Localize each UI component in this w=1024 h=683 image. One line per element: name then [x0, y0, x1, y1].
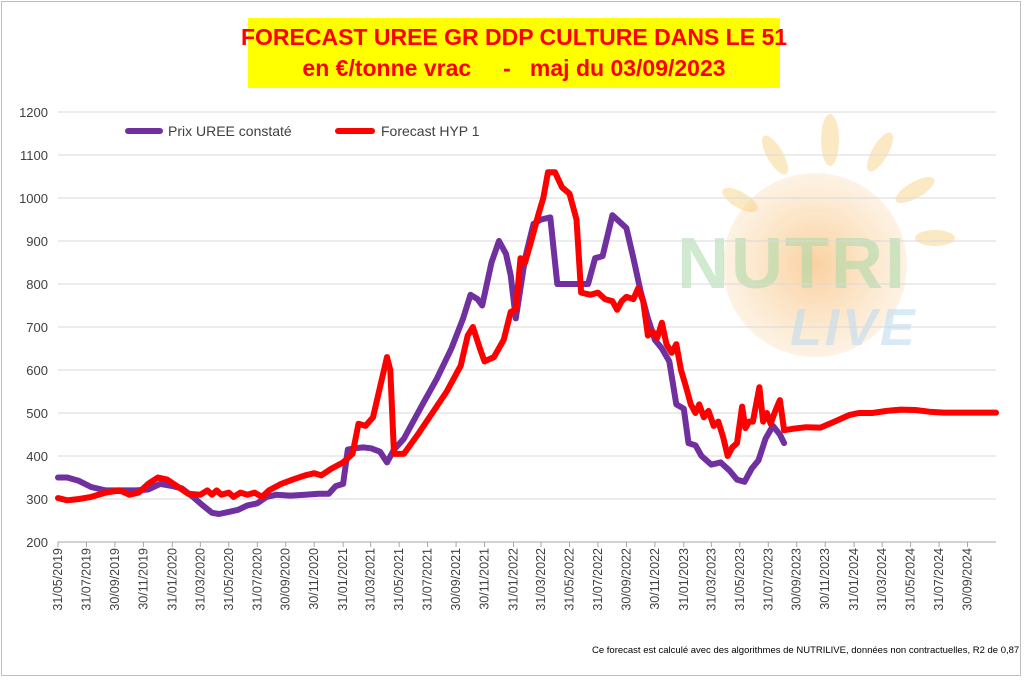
y-tick-label: 1000 — [19, 191, 48, 206]
x-tick-label: 30/11/2020 — [307, 548, 321, 610]
x-tick-label: 31/01/2024 — [847, 548, 861, 611]
chart-title-box: FORECAST UREE GR DDP CULTURE DANS LE 51 … — [241, 18, 787, 88]
y-axis-ticks: 200 300 400 500 600 700 800 900 1000 1100 1200 — [19, 105, 48, 550]
legend-label-prix-uree: Prix UREE constaté — [168, 123, 292, 139]
x-axis-ticks: 31/05/2019 31/07/2019 30/09/2019 30/11/2019… — [51, 542, 975, 611]
watermark-live: LIVE — [790, 299, 918, 357]
y-tick-label: 1100 — [20, 148, 48, 163]
x-tick-label: 31/07/2021 — [421, 548, 435, 611]
nutrilive-watermark: NUTRI LIVE — [677, 114, 955, 357]
x-tick-label: 31/05/2022 — [562, 548, 576, 611]
x-tick-label: 31/01/2022 — [506, 548, 520, 611]
x-tick-label: 31/05/2023 — [733, 548, 747, 611]
series-lines — [55, 169, 999, 517]
x-tick-label: 31/03/2022 — [534, 548, 548, 611]
y-tick-label: 700 — [26, 320, 48, 335]
legend-label-forecast: Forecast HYP 1 — [381, 123, 480, 139]
x-tick-label: 31/03/2023 — [704, 548, 718, 611]
x-tick-label: 30/11/2023 — [818, 548, 832, 610]
x-tick-label: 30/09/2020 — [279, 548, 293, 611]
x-tick-label: 31/01/2023 — [677, 548, 691, 611]
x-tick-label: 30/09/2019 — [108, 548, 122, 611]
x-tick-label: 31/01/2021 — [336, 548, 350, 611]
x-tick-label: 31/03/2020 — [193, 548, 207, 611]
x-tick-label: 31/05/2021 — [392, 548, 406, 611]
x-tick-label: 31/07/2023 — [761, 548, 775, 611]
footnote: Ce forecast est calculé avec des algorit… — [592, 645, 1020, 656]
y-tick-label: 200 — [26, 535, 48, 550]
x-tick-label: 31/07/2020 — [250, 548, 264, 611]
x-tick-label: 30/11/2019 — [136, 548, 150, 610]
y-tick-label: 800 — [26, 277, 48, 292]
x-tick-label: 30/09/2021 — [449, 548, 463, 611]
gridlines — [58, 111, 996, 543]
y-tick-label: 500 — [26, 406, 48, 421]
x-tick-label: 31/05/2024 — [904, 548, 918, 611]
x-tick-label: 30/09/2023 — [790, 548, 804, 611]
x-tick-label: 31/03/2024 — [875, 548, 889, 611]
x-tick-label: 31/07/2024 — [932, 548, 946, 611]
y-tick-label: 1200 — [19, 105, 48, 120]
chart-title: FORECAST UREE GR DDP CULTURE DANS LE 51 — [240, 24, 788, 50]
x-tick-label: 31/05/2019 — [51, 548, 65, 611]
y-tick-label: 400 — [26, 449, 48, 464]
x-tick-label: 31/07/2019 — [79, 548, 93, 611]
x-tick-label: 30/11/2021 — [478, 548, 492, 610]
x-tick-label: 30/09/2022 — [619, 548, 633, 611]
legend: Prix UREE constaté Forecast HYP 1 — [125, 123, 480, 139]
sun-icon — [723, 173, 907, 357]
x-tick-label: 30/09/2024 — [961, 548, 975, 611]
x-tick-label: 30/11/2022 — [648, 548, 662, 610]
watermark-nutri: NUTRI — [677, 224, 907, 304]
y-tick-label: 900 — [26, 234, 48, 249]
y-tick-label: 300 — [26, 492, 48, 507]
x-tick-label: 31/07/2022 — [591, 548, 605, 611]
x-tick-label: 31/03/2021 — [364, 548, 378, 611]
chart-subtitle: en €/tonne vrac - maj du 03/09/2023 — [302, 55, 726, 81]
y-tick-label: 600 — [26, 363, 48, 378]
series-line-forecast — [55, 169, 999, 504]
x-tick-label: 31/01/2020 — [165, 548, 179, 611]
x-tick-label: 31/05/2020 — [222, 548, 236, 611]
series-line-prix-uree — [55, 212, 788, 517]
